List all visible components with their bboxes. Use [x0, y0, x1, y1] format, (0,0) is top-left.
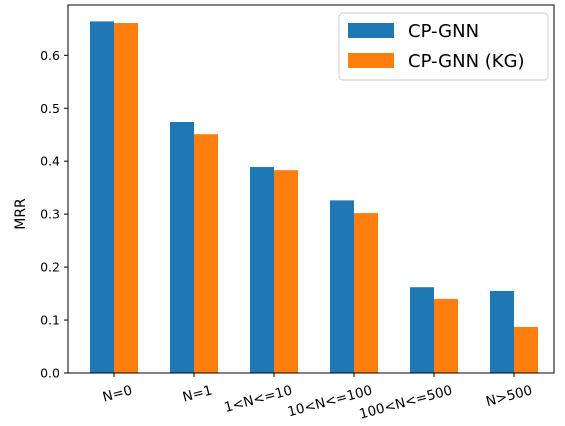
bars-group — [90, 21, 538, 374]
plot-frame — [67, 4, 555, 374]
bar-cp-gnn-kg-2 — [274, 170, 298, 373]
y-tick-label: 0.2 — [40, 260, 60, 275]
legend-swatch — [348, 23, 394, 38]
bar-cp-gnn-kg-3 — [354, 213, 378, 373]
y-ticks: 0.0 0.1 0.2 0.3 0.4 0.5 0.6 — [40, 48, 68, 381]
bar-cp-gnn-2 — [250, 167, 274, 373]
bar-cp-gnn-kg-0 — [114, 23, 138, 374]
bar-cp-gnn-kg-1 — [194, 134, 218, 373]
bar-cp-gnn-kg-4 — [434, 298, 458, 373]
bar-cp-gnn-1 — [170, 122, 194, 373]
bar-cp-gnn-3 — [330, 200, 354, 373]
x-tick-label: 1<N<=10 — [222, 382, 294, 416]
x-tick-label: N=0 — [101, 382, 134, 405]
legend-label: CP-GNN — [408, 21, 479, 42]
y-tick-label: 0.1 — [40, 313, 60, 328]
legend: CP-GNN CP-GNN (KG) — [338, 12, 549, 81]
x-tick-label: N=1 — [181, 382, 214, 405]
bar-cp-gnn-4 — [410, 287, 434, 373]
bar-cp-gnn-5 — [490, 290, 514, 373]
x-tick-label: 100<N<=500 — [358, 382, 454, 422]
legend-swatch — [348, 53, 394, 68]
y-tick-label: 0.6 — [40, 48, 60, 63]
bar-cp-gnn-kg-5 — [514, 326, 538, 373]
bar-cp-gnn-0 — [90, 21, 114, 373]
axes-group — [67, 4, 555, 374]
x-tick-label: N>500 — [484, 382, 534, 410]
legend-label: CP-GNN (KG) — [408, 51, 525, 72]
y-tick-label: 0.3 — [40, 207, 60, 222]
y-tick-label: 0.5 — [40, 101, 60, 116]
y-tick-label: 0.0 — [40, 366, 60, 381]
y-tick-label: 0.4 — [40, 154, 60, 169]
y-axis-label: MRR — [13, 198, 29, 230]
